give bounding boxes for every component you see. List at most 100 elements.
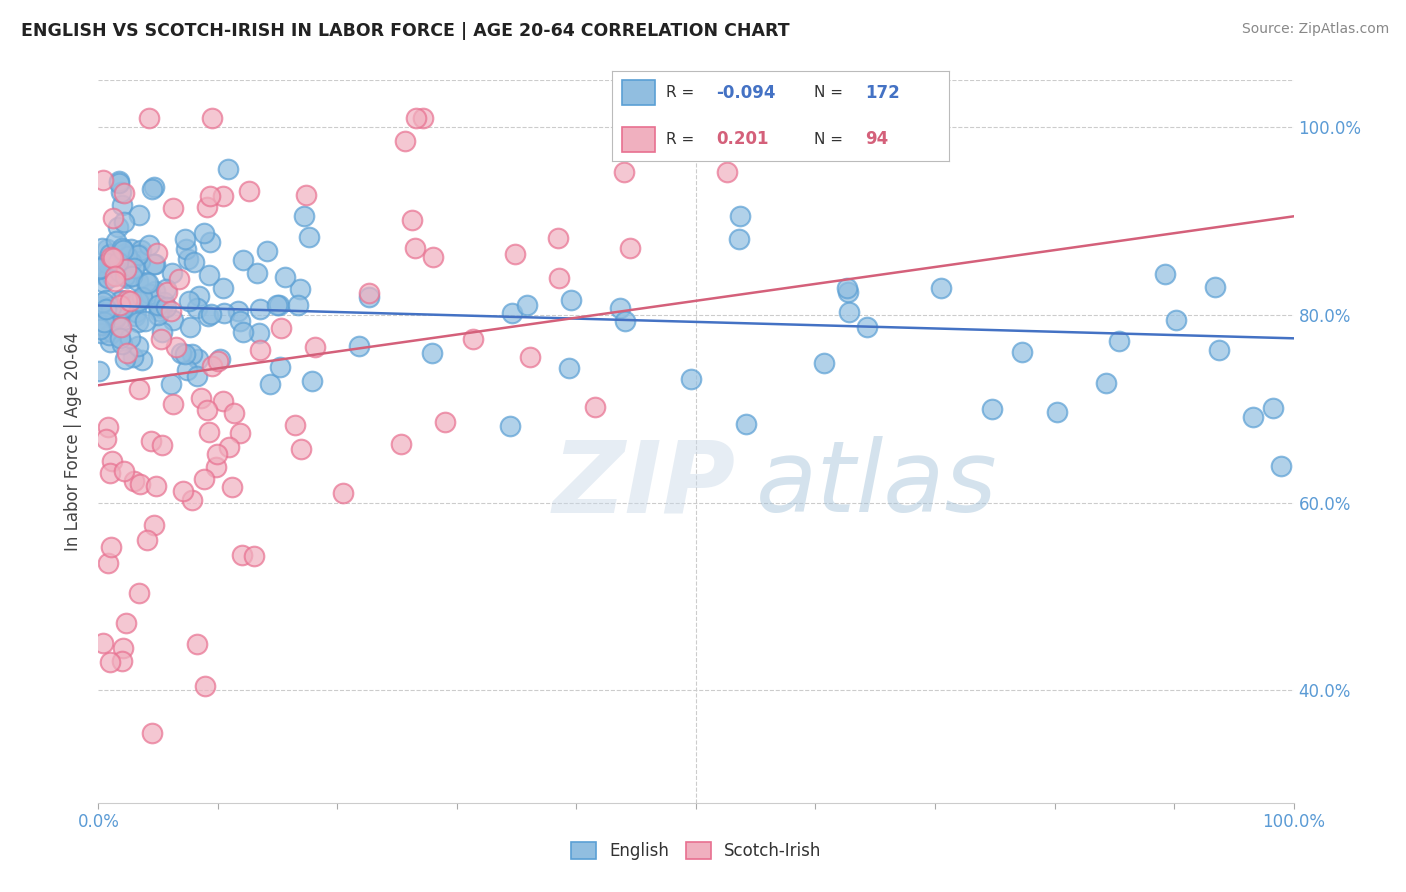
Point	[174, 347, 197, 361]
Point	[359, 290, 381, 304]
Point	[980, 402, 1002, 417]
Point	[138, 238, 160, 252]
Point	[283, 417, 305, 432]
Point	[404, 241, 426, 255]
Point	[231, 548, 253, 562]
Point	[200, 189, 222, 203]
Point	[118, 294, 141, 309]
Point	[162, 201, 184, 215]
Point	[212, 306, 235, 320]
Point	[613, 165, 636, 179]
Point	[90, 326, 112, 341]
Point	[124, 305, 146, 319]
Point	[740, 111, 762, 125]
Point	[131, 292, 153, 306]
Point	[112, 186, 135, 200]
Point	[98, 247, 121, 261]
Point	[357, 286, 380, 301]
Point	[112, 262, 135, 277]
Point	[141, 182, 163, 196]
Point	[716, 165, 738, 179]
Point	[160, 266, 183, 280]
Text: ZIP: ZIP	[553, 436, 735, 533]
Point	[91, 318, 114, 332]
Point	[91, 275, 114, 289]
Point	[96, 255, 118, 269]
Point	[389, 436, 412, 450]
Text: 172: 172	[865, 84, 900, 102]
Point	[221, 480, 243, 494]
FancyBboxPatch shape	[621, 127, 655, 152]
Point	[122, 260, 145, 275]
Point	[143, 180, 166, 194]
Point	[211, 189, 233, 203]
Text: 0.201: 0.201	[716, 130, 769, 148]
Point	[107, 255, 129, 269]
Point	[259, 376, 281, 391]
Point	[516, 297, 538, 311]
Point	[89, 261, 111, 276]
Point	[174, 232, 197, 246]
Point	[108, 320, 131, 334]
Point	[201, 111, 224, 125]
Point	[120, 243, 142, 257]
Point	[98, 335, 121, 350]
Point	[727, 232, 749, 246]
Point	[176, 363, 198, 377]
Point	[547, 231, 569, 245]
Point	[93, 260, 115, 275]
Point	[198, 425, 221, 440]
Point	[183, 255, 205, 269]
Text: 94: 94	[865, 130, 889, 148]
Point	[89, 364, 111, 378]
Point	[505, 247, 527, 261]
Point	[205, 447, 228, 461]
Point	[91, 295, 114, 310]
Point	[195, 200, 218, 214]
Point	[247, 326, 270, 340]
Point	[148, 304, 170, 318]
Text: R =: R =	[665, 86, 693, 100]
Point	[170, 346, 193, 360]
Point	[146, 245, 169, 260]
Point	[835, 281, 858, 295]
Text: N =: N =	[814, 132, 844, 146]
Point	[193, 472, 215, 486]
Point	[94, 293, 117, 307]
Point	[104, 312, 127, 326]
Point	[232, 252, 254, 267]
Text: atlas: atlas	[756, 436, 997, 533]
Point	[195, 403, 218, 417]
Point	[274, 270, 297, 285]
Point	[162, 397, 184, 411]
Point	[112, 247, 135, 261]
Point	[232, 325, 254, 339]
Point	[243, 549, 266, 563]
Point	[111, 336, 134, 351]
Point	[91, 301, 114, 316]
Point	[107, 220, 129, 235]
Point	[110, 186, 132, 200]
Point	[155, 300, 177, 314]
Point	[547, 271, 569, 285]
Point	[127, 315, 149, 329]
Point	[135, 533, 157, 547]
Point	[100, 325, 122, 339]
Point	[114, 262, 136, 277]
Point	[519, 350, 541, 364]
Point	[837, 285, 859, 300]
Point	[129, 243, 152, 257]
Point	[614, 313, 637, 327]
Point	[1204, 280, 1226, 294]
Point	[114, 269, 136, 284]
Point	[122, 475, 145, 489]
Point	[169, 271, 191, 285]
Point	[112, 465, 135, 479]
Point	[499, 418, 522, 433]
Point	[122, 350, 145, 364]
Point	[165, 340, 187, 354]
FancyBboxPatch shape	[621, 80, 655, 105]
Point	[1261, 401, 1284, 415]
Point	[856, 320, 879, 334]
Point	[162, 313, 184, 327]
